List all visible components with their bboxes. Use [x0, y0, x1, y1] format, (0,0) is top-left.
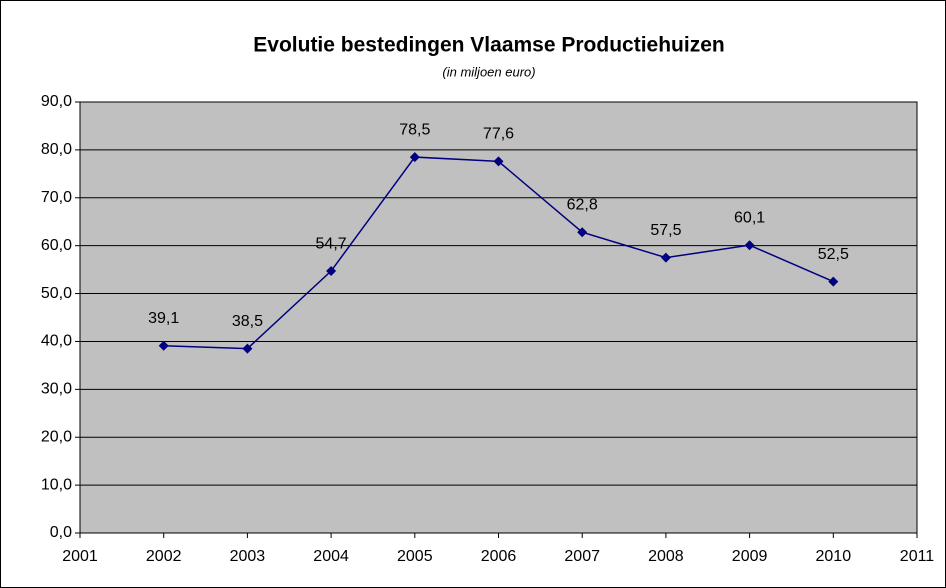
y-tick-label: 60,0 — [41, 237, 72, 254]
data-label: 52,5 — [818, 246, 849, 263]
x-tick-label: 2001 — [62, 548, 98, 565]
data-label: 60,1 — [734, 209, 765, 226]
x-tick-label: 2009 — [732, 548, 768, 565]
y-tick-label: 0,0 — [50, 524, 72, 541]
x-tick-label: 2005 — [397, 548, 433, 565]
marker — [660, 252, 671, 263]
x-tick-label: 2004 — [313, 548, 349, 565]
y-tick-label: 30,0 — [41, 381, 72, 398]
data-label: 77,6 — [483, 126, 514, 143]
x-tick-label: 2007 — [564, 548, 600, 565]
y-tick-label: 40,0 — [41, 333, 72, 350]
y-tick-label: 50,0 — [41, 285, 72, 302]
data-label: 54,7 — [316, 235, 347, 252]
x-tick-label: 2010 — [816, 548, 852, 565]
data-label: 62,8 — [567, 196, 598, 213]
x-tick-label: 2002 — [146, 548, 182, 565]
x-tick-label: 2003 — [230, 548, 266, 565]
marker — [326, 266, 337, 277]
x-tick-label: 2011 — [900, 548, 935, 565]
y-tick-label: 90,0 — [41, 93, 72, 110]
marker — [577, 227, 588, 238]
data-label: 39,1 — [148, 310, 179, 327]
y-tick-label: 20,0 — [41, 428, 72, 445]
marker — [158, 340, 169, 351]
marker — [744, 240, 755, 251]
data-label: 38,5 — [232, 313, 263, 330]
y-tick-label: 70,0 — [41, 189, 72, 206]
marker — [409, 152, 420, 163]
chart-subtitle: (in miljoen euro) — [442, 64, 535, 79]
marker — [242, 343, 253, 354]
y-tick-label: 80,0 — [41, 141, 72, 158]
data-label: 78,5 — [399, 121, 430, 138]
x-tick-label: 2006 — [481, 548, 517, 565]
x-tick-label: 2008 — [648, 548, 684, 565]
marker — [493, 156, 504, 167]
plot-area — [79, 101, 918, 534]
y-tick-label: 10,0 — [41, 476, 72, 493]
data-label: 57,5 — [650, 222, 681, 239]
marker — [828, 276, 839, 287]
chart-title: Evolutie bestedingen Vlaamse Productiehu… — [253, 34, 724, 57]
